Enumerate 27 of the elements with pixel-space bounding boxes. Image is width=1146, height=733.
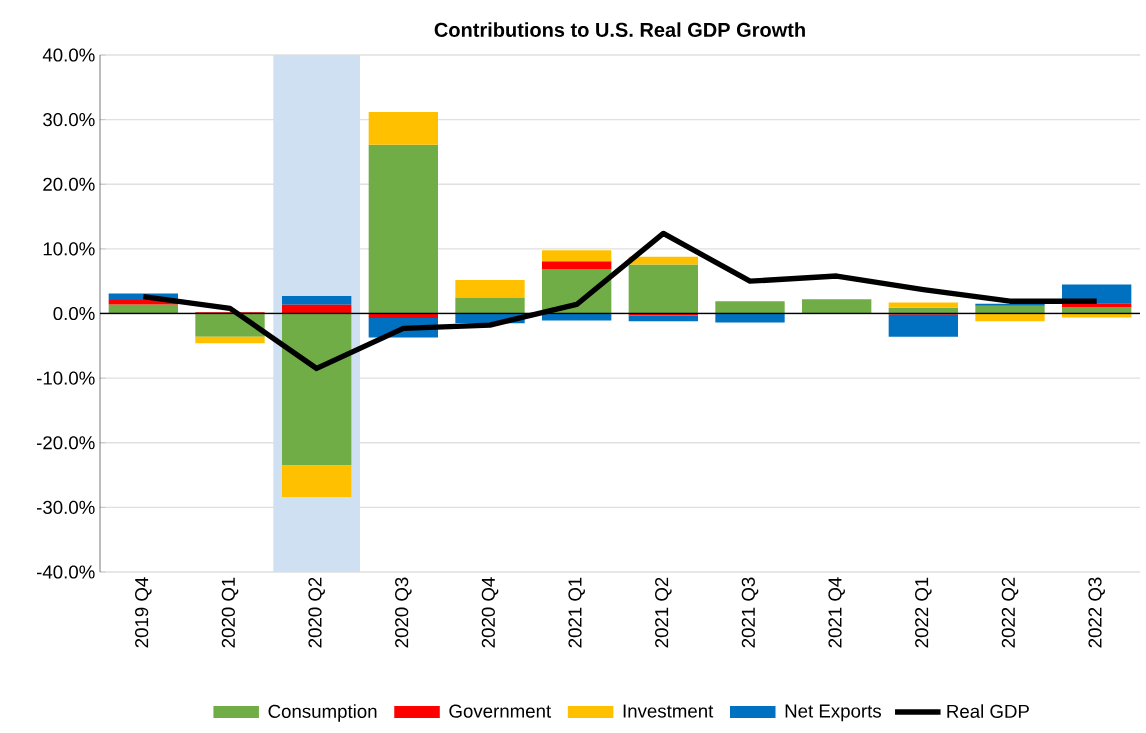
x-tick-label: 2020 Q3 (395, 577, 412, 648)
y-tick-label: -40.0% (36, 565, 95, 579)
legend-label: Real GDP (947, 704, 1029, 718)
x-tick-label: 2019 Q4 (135, 577, 152, 648)
legend-label: Investment (623, 704, 714, 718)
x-tick-label: 2020 Q4 (481, 577, 499, 648)
y-tick-label: 40.0% (42, 48, 95, 62)
y-tick-label: 0.0% (53, 306, 95, 321)
legend-label: Consumption (268, 704, 377, 722)
x-tick-label: 2022 Q2 (1001, 577, 1019, 648)
x-tick-label: 2021 Q2 (655, 577, 672, 648)
y-tick-label: 20.0% (43, 177, 95, 191)
x-tick-label: 2022 Q3 (1088, 577, 1105, 648)
y-tick-label: -20.0% (36, 436, 95, 450)
x-tick-label: 2022 Q1 (915, 577, 932, 648)
x-tick-label: 2021 Q1 (568, 577, 585, 648)
y-tick-label: -10.0% (36, 371, 95, 385)
legend-label: Net Exports (785, 704, 881, 722)
x-tick-label: 2021 Q3 (741, 577, 759, 648)
y-tick-label: 10.0% (43, 242, 95, 256)
chart-title: Contributions to U.S. Real GDP Growth (434, 22, 805, 37)
x-tick-label: 2020 Q2 (308, 577, 325, 648)
legend-label: Government (449, 704, 552, 718)
x-tick-label: 2020 Q1 (221, 577, 239, 648)
y-tick-label: 30.0% (43, 113, 95, 127)
y-tick-label: -30.0% (36, 500, 95, 514)
x-tick-label: 2021 Q4 (828, 577, 845, 648)
